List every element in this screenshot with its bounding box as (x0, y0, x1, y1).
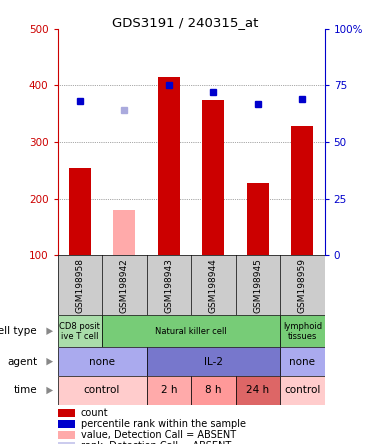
Text: 2 h: 2 h (161, 385, 177, 396)
Text: control: control (284, 385, 321, 396)
Bar (58, 315, 102, 347)
Text: GSM198959: GSM198959 (298, 258, 307, 313)
Bar (280, 315, 325, 347)
Text: GSM198942: GSM198942 (120, 258, 129, 313)
Text: none: none (289, 357, 315, 367)
Text: GSM198943: GSM198943 (164, 258, 173, 313)
Text: GSM198944: GSM198944 (209, 258, 218, 313)
Text: Natural killer cell: Natural killer cell (155, 327, 227, 336)
Bar (69, 167, 91, 255)
Text: GDS3191 / 240315_at: GDS3191 / 240315_at (112, 16, 259, 29)
Text: control: control (84, 385, 120, 396)
Text: 8 h: 8 h (205, 385, 221, 396)
Bar (280, 376, 325, 405)
Bar (58, 347, 147, 376)
Bar (147, 376, 191, 405)
Text: value, Detection Call = ABSENT: value, Detection Call = ABSENT (81, 430, 236, 440)
Bar (202, 99, 224, 255)
Bar (247, 183, 269, 255)
Bar (158, 77, 180, 255)
Bar (102, 315, 280, 347)
Bar (58, 420, 75, 428)
Bar (58, 442, 75, 444)
Text: lymphoid
tissues: lymphoid tissues (283, 321, 322, 341)
Text: CD8 posit
ive T cell: CD8 posit ive T cell (59, 321, 100, 341)
Bar (58, 431, 75, 439)
Bar (58, 409, 75, 416)
Bar (280, 347, 325, 376)
Text: count: count (81, 408, 108, 418)
Text: GSM198945: GSM198945 (253, 258, 262, 313)
Bar (58, 376, 147, 405)
Text: IL-2: IL-2 (204, 357, 223, 367)
Bar (113, 210, 135, 255)
Text: GSM198958: GSM198958 (75, 258, 84, 313)
Text: percentile rank within the sample: percentile rank within the sample (81, 419, 246, 429)
Bar (236, 376, 280, 405)
Text: agent: agent (7, 357, 37, 367)
Text: rank, Detection Call = ABSENT: rank, Detection Call = ABSENT (81, 441, 231, 444)
Text: none: none (89, 357, 115, 367)
Text: cell type: cell type (0, 326, 37, 336)
Bar (147, 347, 280, 376)
Text: time: time (13, 385, 37, 396)
Text: 24 h: 24 h (246, 385, 269, 396)
Bar (291, 126, 313, 255)
Bar (191, 376, 236, 405)
